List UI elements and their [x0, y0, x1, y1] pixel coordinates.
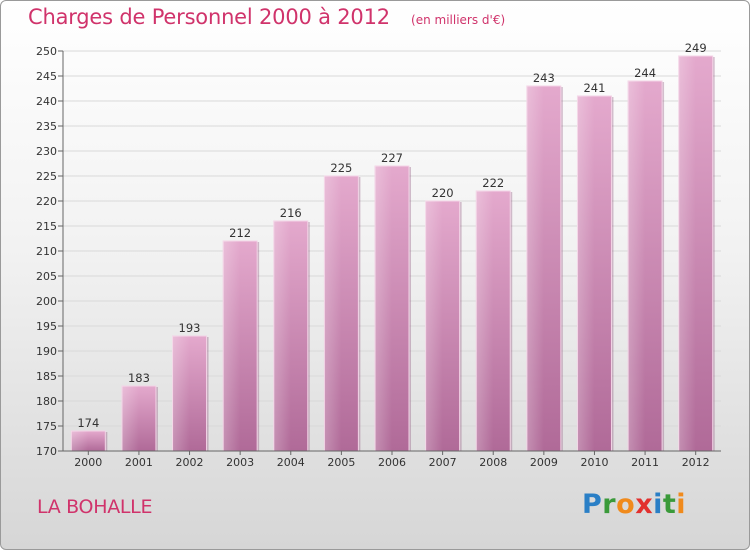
- bar-highlight: [121, 386, 139, 451]
- y-tick-label: 250: [36, 45, 57, 58]
- x-tick-label: 2009: [530, 456, 558, 469]
- y-tick-label: 185: [36, 370, 57, 383]
- data-label: 227: [381, 151, 403, 165]
- y-tick-label: 245: [36, 70, 57, 83]
- logo-letter: i: [653, 489, 663, 520]
- data-label: 225: [330, 161, 352, 175]
- chart-header: Charges de Personnel 2000 à 2012 (en mil…: [28, 5, 505, 29]
- proxiti-logo[interactable]: Proxiti: [582, 489, 686, 520]
- x-tick-label: 2001: [125, 456, 153, 469]
- logo-letter: P: [582, 489, 603, 520]
- y-tick-label: 220: [36, 195, 57, 208]
- x-tick-label: 2008: [479, 456, 507, 469]
- bar-highlight: [678, 56, 696, 451]
- commune-name: LA BOHALLE: [37, 496, 153, 518]
- y-tick-label: 210: [36, 245, 57, 258]
- x-tick-label: 2003: [226, 456, 254, 469]
- logo-letter: o: [616, 489, 636, 520]
- y-tick-label: 200: [36, 295, 57, 308]
- x-tick-label: 2012: [682, 456, 710, 469]
- bar-highlight: [476, 191, 494, 451]
- x-tick-label: 2005: [327, 456, 355, 469]
- plot-area: 170 175 180 185 190 195 200 205 210 215 220 225 230 2…: [36, 41, 721, 469]
- bar-highlight: [526, 86, 544, 451]
- y-tick-label: 170: [36, 445, 57, 458]
- x-tick-label: 2000: [74, 456, 102, 469]
- data-label: 174: [77, 416, 99, 430]
- y-tick-label: 190: [36, 345, 57, 358]
- x-tick-label: 2006: [378, 456, 406, 469]
- x-tick-label: 2010: [580, 456, 608, 469]
- data-label: 212: [229, 226, 251, 240]
- bar-highlight: [223, 241, 241, 451]
- y-tick-label: 215: [36, 220, 57, 233]
- x-tick-label: 2011: [631, 456, 659, 469]
- data-label: 222: [482, 176, 504, 190]
- y-tick-label: 175: [36, 420, 57, 433]
- data-label: 249: [685, 41, 707, 55]
- bar-highlight: [324, 176, 342, 451]
- y-tick-label: 180: [36, 395, 57, 408]
- bar-highlight: [628, 81, 646, 451]
- chart-subtitle: (en milliers d'€): [411, 13, 506, 27]
- logo-letter: t: [662, 489, 677, 520]
- data-label: 216: [280, 206, 302, 220]
- y-tick-label: 230: [36, 145, 57, 158]
- x-tick-label: 2002: [176, 456, 204, 469]
- bar-highlight: [273, 221, 291, 451]
- bar-highlight: [71, 431, 89, 451]
- data-label: 193: [179, 321, 201, 335]
- bar-highlight: [577, 96, 595, 451]
- logo-letter: i: [676, 489, 687, 520]
- y-tick-label: 240: [36, 95, 57, 108]
- y-tick-label: 225: [36, 170, 57, 183]
- data-label: 220: [432, 186, 454, 200]
- x-tick-label: 2004: [277, 456, 305, 469]
- bar-highlight: [375, 166, 392, 451]
- logo-letter: x: [635, 489, 654, 520]
- data-label: 183: [128, 371, 150, 385]
- y-tick-label: 195: [36, 320, 57, 333]
- x-tick-label: 2007: [429, 456, 457, 469]
- bar-highlight: [172, 336, 190, 451]
- data-label: 241: [583, 81, 605, 95]
- chart-title: Charges de Personnel 2000 à 2012: [28, 5, 390, 29]
- y-tick-label: 235: [36, 120, 57, 133]
- bar-highlight: [425, 201, 443, 451]
- data-label: 244: [634, 66, 656, 80]
- y-tick-label: 205: [36, 270, 57, 283]
- logo-letter: r: [602, 489, 617, 520]
- data-label: 243: [533, 71, 555, 85]
